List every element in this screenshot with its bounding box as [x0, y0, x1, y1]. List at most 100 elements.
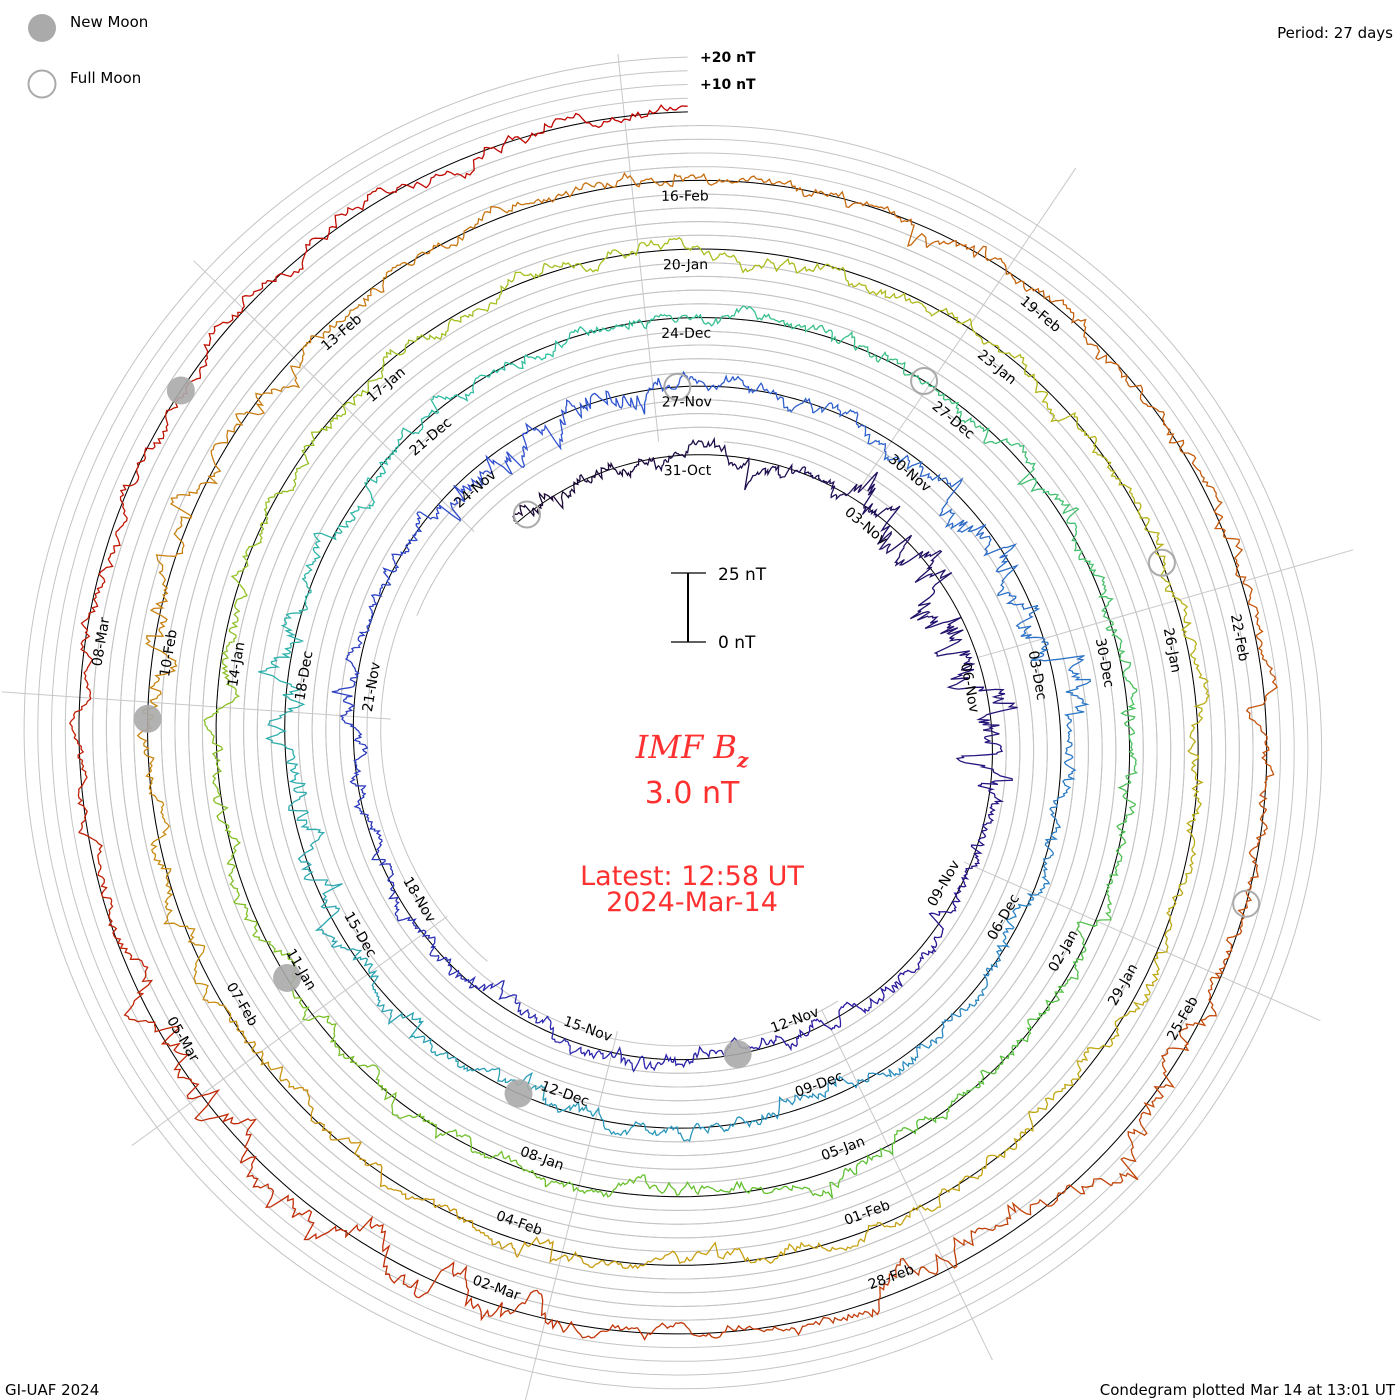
bz-trace-segment: [631, 104, 688, 119]
bz-trace-segment: [264, 701, 306, 749]
bz-trace-segment: [1187, 717, 1203, 780]
grid-spiral: [23, 56, 1323, 1390]
bz-trace-segment: [705, 305, 757, 327]
bz-trace-segment: [376, 1224, 420, 1299]
full-moon-icon: [27, 69, 57, 99]
bz-trace-segment: [812, 402, 859, 421]
bz-trace-segment: [970, 1201, 1034, 1237]
bz-trace-segment: [961, 844, 983, 881]
bz-trace-segment: [177, 442, 223, 497]
bz-trace-segment: [356, 1064, 397, 1111]
date-label: 08-Jan: [518, 1144, 566, 1174]
bz-trace-segment: [974, 425, 1025, 450]
bz-trace-segment: [123, 965, 180, 1033]
bz-trace-segment: [160, 1027, 210, 1100]
bz-trace-segment: [954, 316, 1004, 354]
bz-trace-segment: [145, 629, 178, 697]
bz-trace-segment: [525, 409, 567, 451]
bz-trace-segment: [382, 545, 410, 586]
bz-trace-segment: [688, 374, 734, 392]
bz-trace-segment: [150, 823, 172, 890]
bz-trace-segment: [363, 961, 385, 1008]
bz-trace-segment: [695, 436, 729, 461]
bz-trace-segment: [312, 523, 349, 562]
bz-trace-segment: [1190, 453, 1224, 518]
bz-trace-segment: [1242, 582, 1264, 652]
bz-trace-segment: [516, 1236, 584, 1264]
bz-trace-segment: [414, 226, 475, 261]
bz-trace-segment: [310, 395, 357, 437]
bz-trace-segment: [1254, 720, 1275, 791]
bz-trace-segment: [445, 958, 476, 989]
footer-credit: GI-UAF 2024: [5, 1381, 99, 1399]
bz-trace-segment: [473, 361, 521, 383]
bz-trace-segment: [1082, 1014, 1128, 1061]
bz-trace-segment: [288, 792, 326, 836]
date-label: 31-Oct: [664, 463, 712, 479]
date-label: 06-Nov: [957, 662, 982, 714]
bz-trace-segment: [897, 292, 956, 319]
bz-trace-segment: [825, 1154, 874, 1199]
bz-trace-segment: [1003, 352, 1049, 395]
bz-trace-segment: [666, 237, 728, 261]
grid-spoke: [1, 691, 391, 720]
bz-trace-segment: [980, 535, 1019, 573]
moon-markers: [133, 366, 1261, 1108]
bz-trace-segment: [583, 1259, 649, 1270]
bz-trace-segment: [899, 950, 934, 976]
bz-trace-segment: [562, 1320, 638, 1339]
bz-trace-segment: [391, 1110, 447, 1140]
bz-trace-segment: [1191, 656, 1210, 719]
new-moon-icon: [28, 14, 56, 42]
bz-trace-segment: [1069, 925, 1087, 980]
bz-trace-segment: [402, 1193, 464, 1220]
scale-bottom-label: 0 nT: [718, 633, 756, 653]
bz-trace-segment: [647, 1248, 712, 1264]
bz-trace-segment: [457, 1064, 502, 1083]
bz-trace-segment: [937, 391, 976, 426]
bz-trace-segment: [805, 1018, 842, 1037]
date-label: 17-Jan: [364, 364, 409, 406]
bz-trace-segment: [380, 1007, 425, 1039]
bz-trace-segment: [1044, 1059, 1084, 1110]
bz-trace-segment: [475, 980, 517, 1001]
bz-trace-segment: [550, 251, 609, 273]
bz-trace-segment: [230, 539, 262, 596]
bz-trace-segment: [1015, 605, 1049, 650]
bz-trace-segment: [447, 298, 500, 328]
bz-trace-segment: [496, 1150, 547, 1188]
bz-trace-segment: [473, 200, 537, 229]
bz-trace-segment: [1016, 449, 1050, 494]
bz-trace-segment: [888, 1043, 930, 1077]
bz-trace-segment: [942, 508, 987, 539]
bz-trace-segment: [149, 560, 169, 631]
bz-trace-segment: [792, 466, 827, 483]
bz-trace-segment: [558, 112, 633, 129]
bz-trace-segment: [774, 1241, 839, 1260]
date-label: 21-Nov: [360, 661, 384, 713]
bz-trace-segment: [354, 1141, 403, 1195]
bz-trace-segment: [999, 1018, 1038, 1060]
grid-spoke: [857, 167, 1077, 492]
bz-trace-segment: [1071, 536, 1106, 582]
bz-trace-segment: [378, 858, 396, 900]
bz-trace-segment: [933, 637, 976, 671]
grid-spoke: [978, 549, 1354, 658]
bz-trace-segment: [871, 204, 928, 248]
full-moon-marker: [910, 366, 939, 395]
bz-trace-segment: [726, 254, 786, 274]
bz-trace-segment: [225, 594, 248, 649]
date-label: 10-Feb: [157, 628, 181, 678]
bz-trace-segment: [712, 1180, 769, 1195]
bz-trace-segment: [1126, 958, 1160, 1016]
full-moon-marker: [1232, 889, 1261, 918]
grid-spiral: [64, 97, 1281, 1349]
bz-trace-segment: [897, 361, 940, 393]
bz-trace-segment: [301, 560, 316, 610]
date-label: 03-Dec: [1025, 649, 1050, 701]
full-moon-marker: [1147, 548, 1176, 577]
new-moon-marker: [723, 1040, 752, 1069]
bz-trace-segment: [203, 296, 245, 361]
bz-trace-segment: [366, 443, 400, 484]
bz-trace-segment: [462, 454, 498, 492]
